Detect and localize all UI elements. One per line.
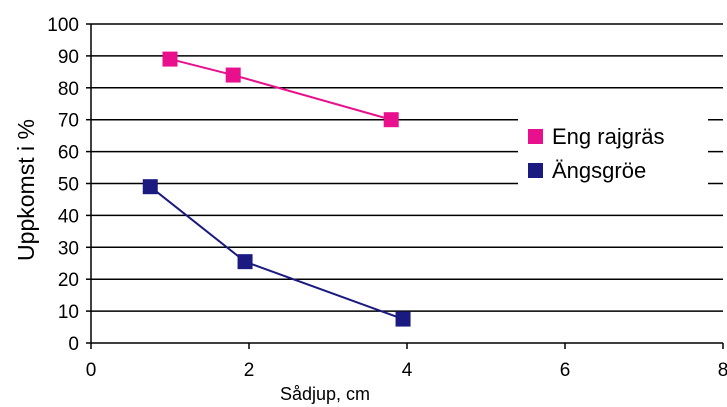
y-tick-label: 100 <box>47 15 79 36</box>
x-tick-label: 2 <box>244 360 255 381</box>
y-tick-label: 60 <box>58 143 79 164</box>
legend-label-angsgroe: Ängsgröe <box>552 158 646 183</box>
data-point-series-1 <box>395 311 411 327</box>
y-axis-ticks: 0 10 20 30 40 50 60 70 80 90 100 <box>47 15 91 355</box>
x-tick-label: 6 <box>560 360 571 381</box>
y-tick-label: 10 <box>58 302 79 323</box>
y-tick-label: 30 <box>58 238 79 259</box>
y-axis-title: Uppkomst i % <box>13 119 39 261</box>
y-tick-label: 90 <box>58 47 79 68</box>
y-tick-label: 50 <box>58 175 79 196</box>
x-axis-title: Sådjup, cm <box>280 384 370 404</box>
legend: Eng rajgräs Ängsgröe <box>518 115 708 199</box>
y-tick-label: 80 <box>58 79 79 100</box>
data-point-series-0 <box>383 112 399 128</box>
x-tick-label: 4 <box>402 360 413 381</box>
legend-label-eng-rajgras: Eng rajgräs <box>552 124 665 149</box>
data-point-series-1 <box>142 179 158 195</box>
y-tick-label: 40 <box>58 206 79 227</box>
y-tick-label: 70 <box>58 111 79 132</box>
series-layer <box>142 51 411 327</box>
y-tick-label: 20 <box>58 270 79 291</box>
data-point-series-1 <box>237 254 253 270</box>
series-line-1 <box>149 185 404 321</box>
x-tick-label: 0 <box>86 360 97 381</box>
legend-swatch-eng-rajgras <box>528 129 543 144</box>
legend-background <box>518 115 708 199</box>
data-point-series-0 <box>225 67 241 83</box>
x-tick-label: 8 <box>718 360 727 381</box>
y-tick-label: 0 <box>68 334 79 355</box>
x-axis-ticks: 0 2 4 6 8 <box>86 343 727 381</box>
gridlines <box>91 23 723 312</box>
series-line-0 <box>169 58 392 121</box>
legend-swatch-angsgroe <box>528 163 543 178</box>
data-point-series-0 <box>162 51 178 67</box>
